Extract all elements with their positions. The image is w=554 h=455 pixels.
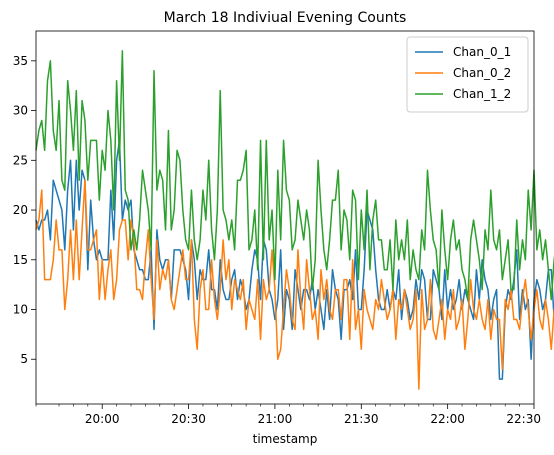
y-tick-label: 25 [13,153,28,167]
y-tick-label: 20 [13,203,28,217]
chart-title: March 18 Indiviual Evening Counts [164,10,407,26]
y-tick-label: 15 [13,253,28,267]
x-tick-label: 22:00 [430,412,465,426]
legend: Chan_0_1 Chan_0_2 Chan_1_2 [406,36,529,113]
x-tick-label: 21:00 [258,412,293,426]
legend-label: Chan_0_1 [453,45,511,59]
series-line-chan-1-2 [35,50,554,301]
y-tick-label: 10 [13,303,28,317]
x-axis-label: timestamp [253,432,318,446]
y-tick-label: 30 [13,104,28,118]
series-line-chan-0-2 [35,179,554,390]
x-tick-label: 21:30 [344,412,379,426]
legend-label: Chan_1_2 [453,87,511,101]
y-tick-label: 35 [13,54,28,68]
plot-frame [35,30,535,405]
plot-lines [35,50,554,390]
legend-label: Chan_0_2 [453,66,511,80]
y-tick-label: 5 [20,352,28,366]
x-tick-label: 22:30 [506,412,541,426]
x-tick-label: 20:30 [171,412,206,426]
axis-ticks: 20:00 20:30 21:00 21:30 22:00 22:30 5 10 15 20 25 3… [13,54,541,426]
series-line-chan-0-1 [35,139,554,380]
x-tick-label: 20:00 [85,412,120,426]
